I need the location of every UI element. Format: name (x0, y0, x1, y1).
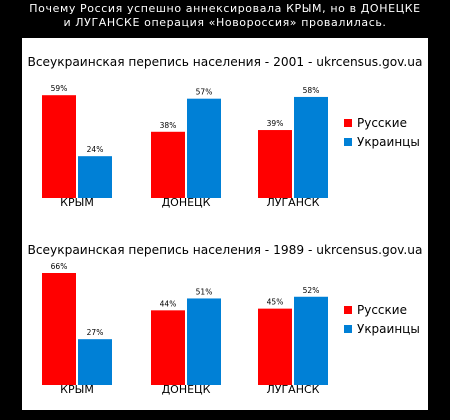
data-label: 27% (87, 328, 104, 337)
bar-russians (42, 273, 76, 385)
category-label: ДОНЕЦК (162, 196, 211, 209)
legend-swatch-russians (344, 306, 352, 314)
legend-swatch-ukrainians (344, 138, 352, 146)
bar-russians (151, 131, 185, 198)
data-label: 59% (51, 84, 68, 93)
bar-russians (42, 95, 76, 198)
legend-label: Украинцы (357, 135, 420, 149)
legend-label: Русские (357, 116, 407, 130)
bar-ukrainians (294, 296, 328, 385)
bar-ukrainians (78, 339, 112, 385)
data-label: 51% (196, 287, 213, 296)
chart-title: Всеукраинская перепись населения - 1989 … (27, 243, 422, 257)
legend-swatch-ukrainians (344, 325, 352, 333)
data-label: 45% (267, 298, 284, 307)
category-label: КРЫМ (60, 196, 94, 209)
bar-russians (258, 130, 292, 198)
data-label: 57% (196, 88, 213, 97)
data-label: 58% (303, 86, 320, 95)
category-label: КРЫМ (60, 383, 94, 396)
charts-panel: Всеукраинская перепись населения - 2001 … (22, 38, 428, 410)
legend-label: Русские (357, 303, 407, 317)
bar-russians (151, 310, 185, 385)
bar-ukrainians (78, 156, 112, 198)
data-label: 24% (87, 145, 104, 154)
data-label: 38% (160, 121, 177, 130)
data-label: 52% (303, 286, 320, 295)
category-label: ЛУГАНСК (267, 196, 320, 209)
data-label: 44% (160, 299, 177, 308)
category-label: ДОНЕЦК (162, 383, 211, 396)
bar-ukrainians (187, 98, 221, 198)
header-line-2: и ЛУГАНСКЕ операция «Новороссия» провали… (63, 16, 387, 29)
category-label: ЛУГАНСК (267, 383, 320, 396)
data-label: 39% (267, 119, 284, 128)
bar-ukrainians (294, 96, 328, 198)
chart-title: Всеукраинская перепись населения - 2001 … (27, 55, 422, 69)
charts-svg: Всеукраинская перепись населения - 2001 … (27, 55, 422, 396)
data-label: 66% (51, 262, 68, 271)
header-line-1: Почему Россия успешно аннексировала КРЫМ… (29, 2, 421, 15)
bar-russians (258, 308, 292, 385)
page-header: Почему Россия успешно аннексировала КРЫМ… (0, 2, 450, 30)
legend-swatch-russians (344, 119, 352, 127)
legend-label: Украинцы (357, 322, 420, 336)
bar-ukrainians (187, 298, 221, 385)
